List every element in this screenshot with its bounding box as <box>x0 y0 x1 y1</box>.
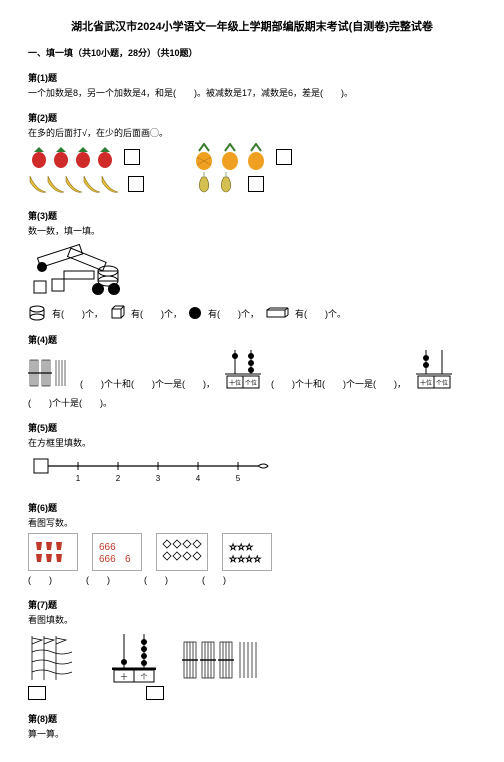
bananas-icon <box>28 172 122 196</box>
diamonds-icon <box>161 538 203 566</box>
q5-label: 第(5)题 <box>28 421 476 434</box>
q4-t1c: ( )个十是( )。 <box>28 396 112 409</box>
svg-text:十位: 十位 <box>420 379 432 387</box>
q4-row: ( )个十和( )个一是( )， 十位 个位 ( )个十和( )个一是( )， … <box>28 348 476 409</box>
sphere-icon <box>188 306 202 320</box>
svg-text:个位: 个位 <box>436 379 448 387</box>
tick-1: 1 <box>76 474 81 483</box>
tens-label: 十位 <box>229 379 241 387</box>
q6-ans2: ( ) <box>86 573 110 586</box>
q6-ans4: ( ) <box>202 573 226 586</box>
pineapples-icon <box>192 143 270 171</box>
q3-answer-row: 有( )个， 有( )个， 有( )个， 有( )个。 <box>28 305 476 321</box>
svg-text:666: 666 <box>99 554 116 565</box>
q2-checkbox-pineapple[interactable] <box>276 149 292 165</box>
q4-t1b: ( )个十和( )个一是( )， <box>271 377 406 390</box>
q1-label: 第(1)题 <box>28 71 476 84</box>
pears-icon <box>192 171 242 197</box>
q6-box4: ☆☆☆ ☆☆☆☆ <box>222 533 272 571</box>
q7-text: 看图填数。 <box>28 613 476 626</box>
abacus1-icon: 十位 个位 <box>221 348 265 390</box>
q3-a4: 有( )个。 <box>295 307 346 320</box>
q5-text: 在方框里填数。 <box>28 436 476 449</box>
svg-text:☆☆☆: ☆☆☆ <box>229 542 253 552</box>
q2-checkbox-pear[interactable] <box>248 176 264 192</box>
q8-label: 第(8)题 <box>28 712 476 725</box>
q2-row2 <box>28 171 476 197</box>
q2-checkbox-strawberry[interactable] <box>124 149 140 165</box>
page-title: 湖北省武汉市2024小学语文一年级上学期部编版期末考试(自测卷)完整试卷 <box>28 18 476 34</box>
section-heading: 一、填一填（共10小题，28分）（共10题） <box>28 46 476 59</box>
q3-a3: 有( )个， <box>208 307 259 320</box>
tens-label2: 十 <box>121 672 128 681</box>
stick-bundles-icon <box>180 636 260 684</box>
q6-box1 <box>28 533 78 571</box>
ones-label2: 个 <box>141 673 148 681</box>
q2-checkbox-banana[interactable] <box>128 176 144 192</box>
q1-text: 一个加数是8，另一个加数是4，和是( )。被减数是17，减数是6，差是( )。 <box>28 86 476 99</box>
q6-answers: ( ) ( ) ( ) ( ) <box>28 573 476 586</box>
commas-icon: 6666666 <box>97 538 137 566</box>
tick-3: 3 <box>156 474 161 483</box>
q6-ans1: ( ) <box>28 573 52 586</box>
svg-text:6: 6 <box>125 554 131 565</box>
q8-text: 算一算。 <box>28 727 476 740</box>
q3-a1: 有( )个， <box>52 307 103 320</box>
tick-2: 2 <box>116 474 121 483</box>
q4-t1a: ( )个十和( )个一是( )， <box>80 377 215 390</box>
q6-label: 第(6)题 <box>28 501 476 514</box>
q7-label: 第(7)题 <box>28 598 476 611</box>
stars-icon: ☆☆☆ ☆☆☆☆ <box>227 538 267 566</box>
q6-box2: 6666666 <box>92 533 142 571</box>
q6-text: 看图写数。 <box>28 516 476 529</box>
tick-4: 4 <box>196 474 201 483</box>
abacus2-icon: 十位 个位 <box>412 348 456 390</box>
svg-text:666: 666 <box>99 542 116 553</box>
q7-ansbox1[interactable] <box>28 686 46 700</box>
q7-ansbox2[interactable] <box>146 686 164 700</box>
number-line-icon: 1 2 3 4 5 <box>28 455 278 489</box>
svg-text:☆☆☆☆: ☆☆☆☆ <box>229 554 261 564</box>
q2-row1 <box>28 143 476 171</box>
cube-icon <box>109 305 125 321</box>
q7-answers <box>28 686 476 700</box>
q4-label: 第(4)题 <box>28 333 476 346</box>
strawberries-icon <box>28 144 118 170</box>
tick-5: 5 <box>236 474 241 483</box>
ones-label: 个位 <box>245 379 257 387</box>
flags-icon <box>28 632 88 684</box>
q2-text: 在多的后面打√，在少的后面画◯。 <box>28 126 476 139</box>
q6-row: 6666666 ☆☆☆ ☆☆☆☆ <box>28 533 476 571</box>
q2-label: 第(2)题 <box>28 111 476 124</box>
cups-icon <box>33 538 73 566</box>
q6-box3 <box>156 533 208 571</box>
cylinder-icon <box>28 305 46 321</box>
q6-ans3: ( ) <box>144 573 168 586</box>
cuboid-icon <box>265 307 289 319</box>
bundle-sticks-icon <box>28 356 74 390</box>
q3-a2: 有( )个， <box>131 307 182 320</box>
q3-shapes-pile-icon <box>28 241 138 301</box>
abacus3-icon: 十 个 <box>106 630 162 684</box>
q7-row: 十 个 <box>28 630 476 684</box>
q3-text: 数一数，填一填。 <box>28 224 476 237</box>
q3-label: 第(3)题 <box>28 209 476 222</box>
